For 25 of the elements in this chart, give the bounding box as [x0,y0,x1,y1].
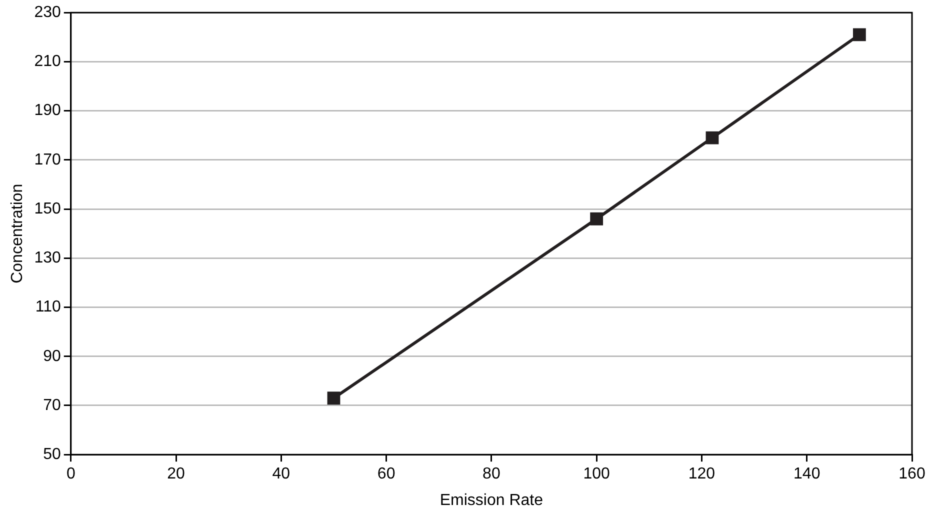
x-tick-label: 80 [482,466,500,483]
x-tick-label: 20 [167,466,186,483]
x-tick-label: 100 [583,466,610,483]
point [590,212,604,226]
y-tick-label: 150 [34,200,61,218]
y-tick-label: 230 [34,4,61,22]
point [852,28,866,42]
y-tick-label: 190 [34,102,61,120]
y-tick-label: 170 [34,151,61,168]
y-tick-label: 70 [43,396,61,414]
y-tick-label: 50 [43,446,61,464]
x-tick-label: 0 [66,466,76,483]
y-tick-label: 110 [35,298,61,316]
y-tick-label: 210 [34,53,61,70]
y-axis-title: Concentration [9,184,26,284]
point [327,392,340,405]
x-tick-label: 140 [794,466,820,483]
y-tick-label: 130 [34,250,61,267]
x-axis-title: Emission Rate [440,492,544,509]
point [706,131,719,144]
x-tick-label: 60 [377,466,396,483]
x-tick-label: 160 [898,466,926,483]
y-tick-label: 90 [43,348,61,365]
x-tick-label: 120 [688,466,716,483]
x-tick-label: 40 [272,466,290,483]
